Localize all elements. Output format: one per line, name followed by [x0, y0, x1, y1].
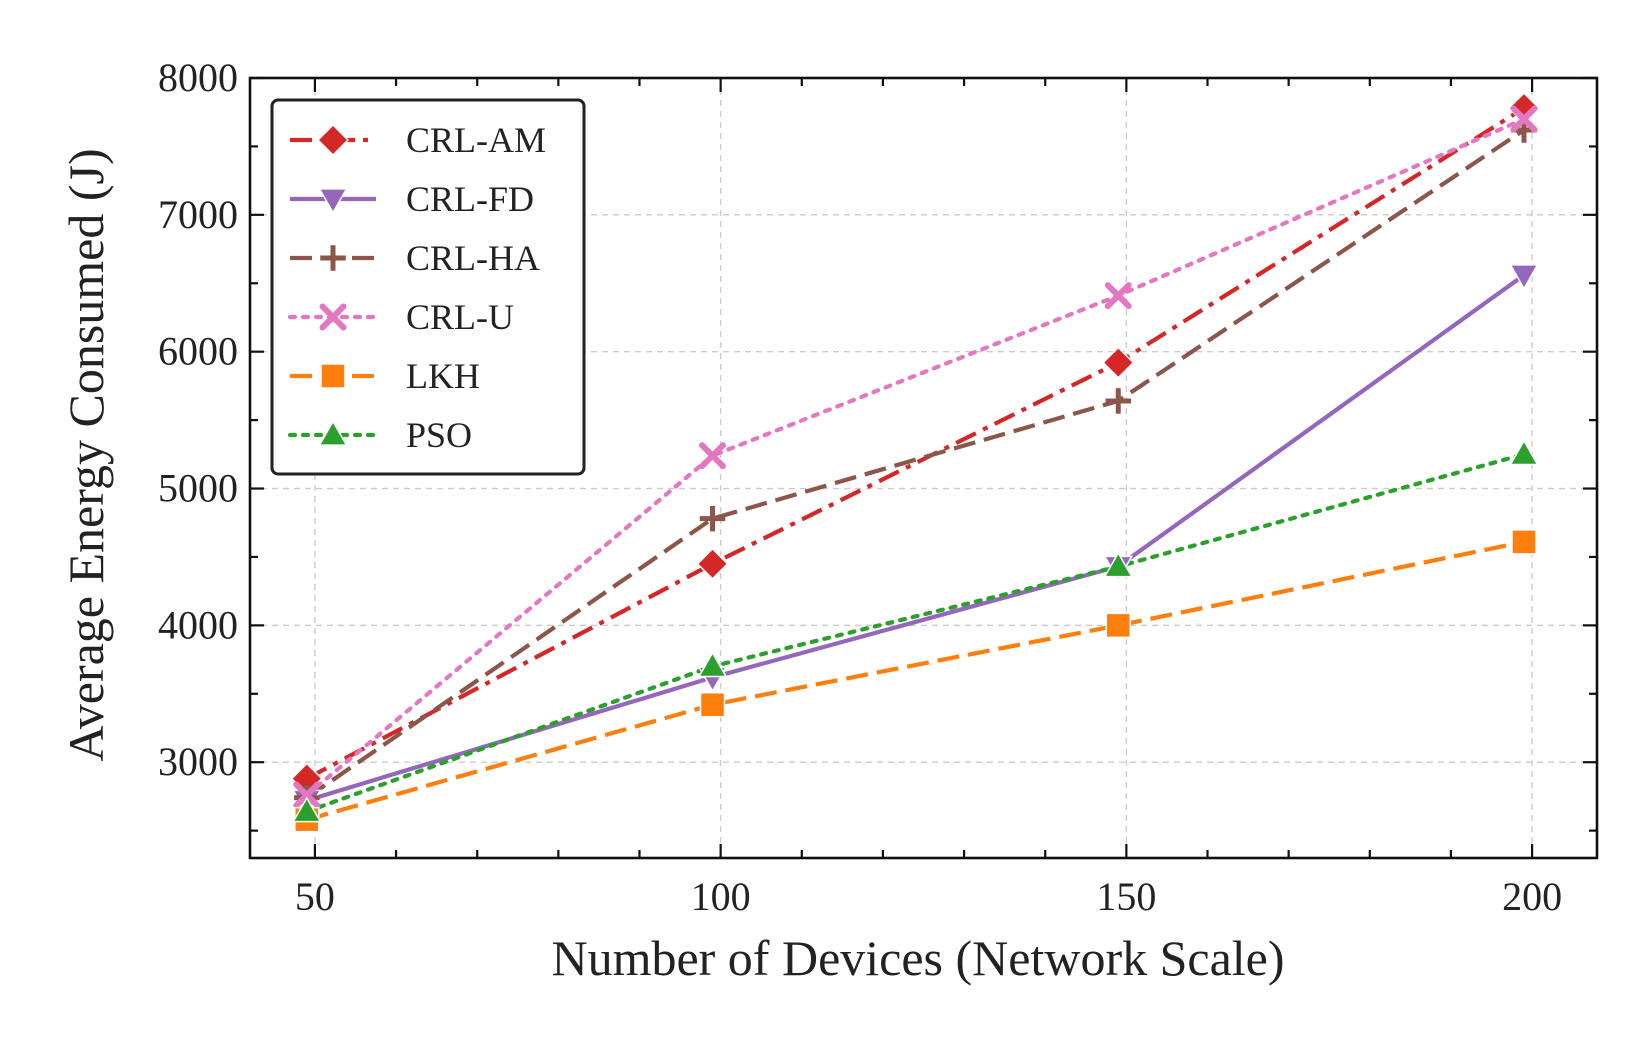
- data-point-crl-am: [696, 547, 729, 580]
- x-marker-b: [1510, 105, 1538, 133]
- data-point-crl-ha: [699, 505, 726, 532]
- y-tick-label: 8000: [158, 55, 238, 100]
- data-point-crl-u: [1104, 282, 1132, 310]
- legend-label-lkh: LKH: [406, 356, 480, 396]
- x-tick-label: 200: [1502, 874, 1562, 919]
- data-point-pso: [697, 651, 728, 678]
- legend-label-crl-u: CRL-U: [406, 297, 514, 337]
- y-axis-title: Average Energy Consumed (J): [58, 148, 114, 761]
- series-line-crl-ha: [305, 128, 1526, 800]
- data-point-lkh: [699, 691, 726, 718]
- legend-marker-crl-ha: [320, 245, 346, 271]
- series-line-pso: [304, 452, 1527, 814]
- legend-marker-crl-fd: [318, 188, 348, 215]
- data-point-pso: [1509, 439, 1539, 466]
- x-marker-b: [293, 781, 321, 809]
- legend-marker-lkh: [320, 363, 346, 389]
- x-marker-b: [319, 303, 347, 331]
- plot-frame: [248, 76, 1599, 860]
- y-tick-label: 5000: [158, 466, 238, 511]
- series-markers: [290, 92, 1541, 833]
- series-lines: [304, 106, 1527, 822]
- legend-label-pso: PSO: [406, 415, 472, 455]
- data-point-crl-ha: [1105, 388, 1131, 414]
- legend-marker-crl-u: [319, 303, 347, 331]
- y-tick-label: 7000: [158, 192, 238, 237]
- y-tick-label: 3000: [158, 739, 238, 784]
- x-marker-b: [1104, 282, 1132, 310]
- data-point-pso: [292, 796, 322, 823]
- legend: CRL-AM CRL-FD CRL-HA CRL-U LKH PSO: [270, 98, 586, 476]
- x-tick-label: 50: [295, 874, 335, 919]
- series-line-crl-u: [304, 116, 1527, 798]
- series-line-crl-fd: [306, 273, 1526, 803]
- data-point-crl-fd: [1509, 264, 1539, 291]
- data-point-crl-u: [699, 442, 727, 470]
- legend-marker-crl-am: [316, 123, 350, 157]
- x-tick-label: 100: [691, 874, 751, 919]
- legend-marker-pso: [318, 419, 348, 446]
- data-point-lkh: [1511, 529, 1537, 555]
- data-point-crl-u: [293, 781, 321, 809]
- series-line-crl-am: [305, 106, 1526, 781]
- data-point-lkh: [1105, 612, 1131, 639]
- axis-ticks: [250, 76, 1597, 858]
- legend-label-crl-ha: CRL-HA: [406, 238, 540, 278]
- data-point-crl-am: [1102, 346, 1135, 379]
- legend-label-crl-fd: CRL-FD: [406, 179, 534, 219]
- legend-label-crl-am: CRL-AM: [406, 120, 546, 160]
- legend-box: [270, 98, 586, 476]
- x-marker-b: [699, 442, 727, 470]
- series-line-lkh: [306, 539, 1525, 822]
- x-tick-label: 150: [1096, 874, 1156, 919]
- y-tick-label: 6000: [158, 329, 238, 374]
- x-axis-title: Number of Devices (Network Scale): [551, 930, 1284, 986]
- axis-tick-labels: 50 100 150 200 3000 4000 5000 6000 7000 8000: [158, 55, 1562, 919]
- y-tick-label: 4000: [158, 602, 238, 647]
- data-point-crl-u: [1510, 105, 1538, 133]
- data-point-pso: [1103, 551, 1134, 578]
